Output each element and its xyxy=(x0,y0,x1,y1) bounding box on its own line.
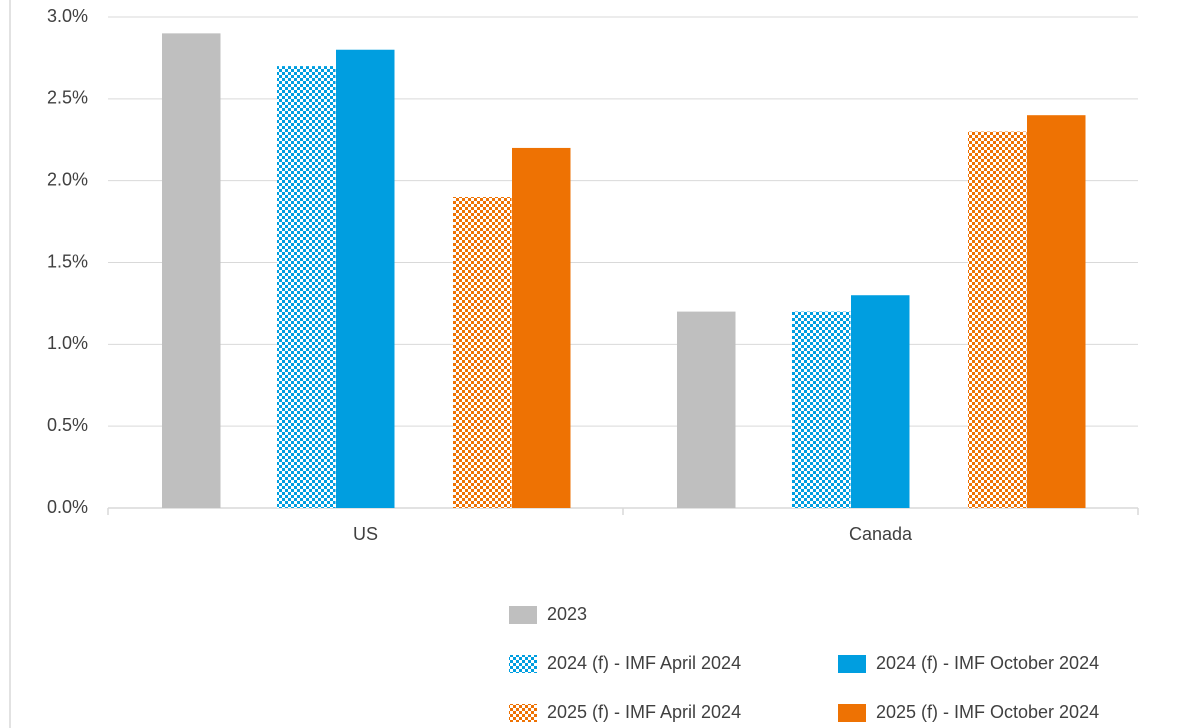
legend-swatch xyxy=(509,606,537,624)
bar xyxy=(851,295,910,508)
legend-swatch xyxy=(509,655,537,673)
legend-swatch xyxy=(838,655,866,673)
legend-swatch xyxy=(838,704,866,722)
y-tick-label: 0.5% xyxy=(47,415,88,435)
y-tick-label: 0.0% xyxy=(47,497,88,517)
x-tick-label: US xyxy=(353,524,378,544)
legend-label: 2024 (f) - IMF October 2024 xyxy=(876,653,1099,673)
bar xyxy=(336,49,395,508)
y-tick-label: 1.5% xyxy=(47,251,88,271)
y-tick-label: 1.0% xyxy=(47,333,88,353)
legend-label: 2025 (f) - IMF April 2024 xyxy=(547,702,741,722)
bar xyxy=(677,311,736,508)
bar xyxy=(512,147,571,508)
bar xyxy=(792,311,851,508)
bar xyxy=(162,33,221,508)
legend-label: 2025 (f) - IMF October 2024 xyxy=(876,702,1099,722)
legend-swatch xyxy=(509,704,537,722)
legend-label: 2023 xyxy=(547,604,587,624)
y-tick-label: 2.5% xyxy=(47,88,88,108)
y-tick-label: 3.0% xyxy=(47,6,88,26)
bar xyxy=(453,197,512,509)
y-tick-label: 2.0% xyxy=(47,169,88,189)
bar xyxy=(968,131,1027,509)
bar xyxy=(277,66,336,508)
legend-label: 2024 (f) - IMF April 2024 xyxy=(547,653,741,673)
x-tick-label: Canada xyxy=(849,524,913,544)
bar xyxy=(1027,115,1086,508)
